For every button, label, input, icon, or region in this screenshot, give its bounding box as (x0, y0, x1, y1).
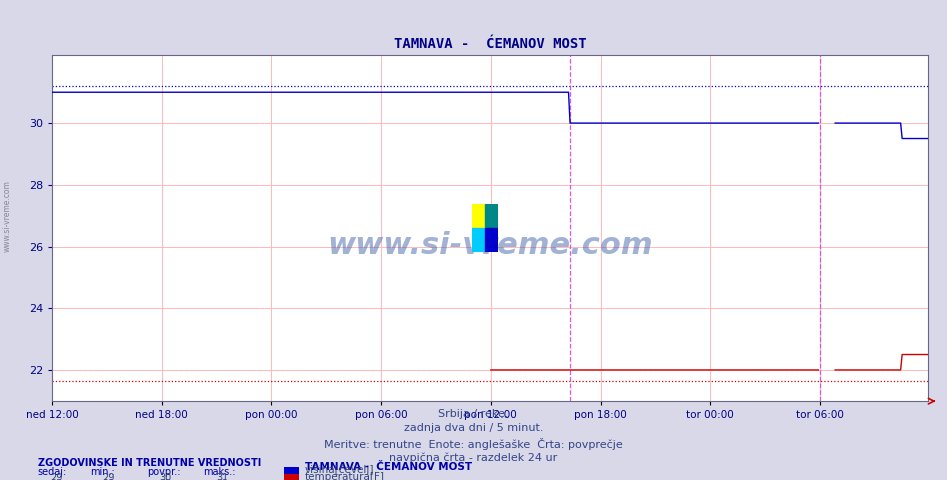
Text: 31: 31 (217, 473, 228, 480)
Text: 30: 30 (160, 473, 171, 480)
Text: temperatura[F]: temperatura[F] (305, 472, 384, 480)
Text: 22: 22 (159, 479, 172, 480)
Text: Srbija / reke.: Srbija / reke. (438, 409, 509, 419)
Text: povpr.:: povpr.: (147, 467, 180, 477)
Bar (472, 228, 485, 252)
Text: 22: 22 (216, 479, 229, 480)
Text: min.:: min.: (90, 467, 115, 477)
Text: maks.:: maks.: (204, 467, 236, 477)
Text: www.si-vreme.com: www.si-vreme.com (328, 231, 652, 260)
Text: navpična črta - razdelek 24 ur: navpična črta - razdelek 24 ur (389, 452, 558, 463)
Text: 21: 21 (102, 479, 116, 480)
Text: zadnja dva dni / 5 minut.: zadnja dva dni / 5 minut. (403, 423, 544, 433)
Text: Meritve: trenutne  Enote: anglešaške  Črta: povprečje: Meritve: trenutne Enote: anglešaške Črta… (324, 438, 623, 450)
Bar (485, 204, 498, 228)
Title: TAMNAVA -  ĆEMANOV MOST: TAMNAVA - ĆEMANOV MOST (394, 37, 586, 51)
Text: višina[čevelj]: višina[čevelj] (305, 464, 374, 475)
Text: 22: 22 (50, 479, 63, 480)
Text: sedaj:: sedaj: (38, 467, 67, 477)
Bar (485, 228, 498, 252)
Text: 29: 29 (102, 473, 116, 480)
Text: ZGODOVINSKE IN TRENUTNE VREDNOSTI: ZGODOVINSKE IN TRENUTNE VREDNOSTI (38, 458, 261, 468)
Text: TAMNAVA -  ČEMANOV MOST: TAMNAVA - ČEMANOV MOST (305, 462, 472, 472)
Text: www.si-vreme.com: www.si-vreme.com (3, 180, 12, 252)
Text: 29: 29 (50, 473, 63, 480)
Bar (472, 204, 485, 228)
